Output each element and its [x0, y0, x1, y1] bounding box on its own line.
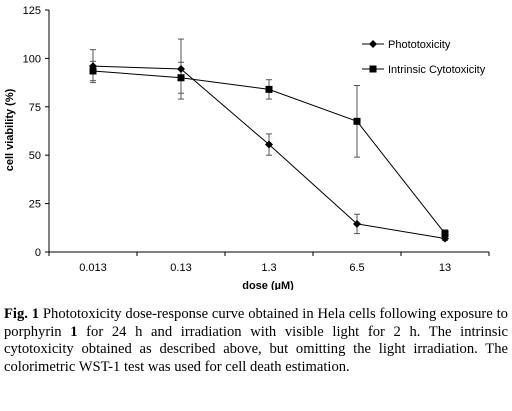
legend-label-phototoxicity: Phototoxicity — [388, 39, 451, 51]
legend: Phototoxicity Intrinsic Cytotoxicity — [362, 39, 486, 76]
legend-marker-intrinsic-cytotoxicity — [369, 65, 377, 73]
caption-label: Fig. 1 — [4, 306, 40, 322]
caption-compound: 1 — [70, 323, 78, 340]
caption-text-after: for 24 h and irradiation with visible li… — [4, 323, 508, 375]
intrinsic-cytotoxicity-point — [353, 117, 361, 125]
x-tick-label: 0.13 — [170, 262, 191, 274]
y-tick-label: 25 — [29, 199, 41, 211]
y-tick-label: 125 — [23, 5, 41, 17]
y-tick-label: 100 — [23, 53, 41, 65]
x-axis-label: dose (µM) — [242, 280, 294, 290]
legend-marker-phototoxicity — [369, 40, 377, 48]
x-axis-ticks: 0.013 0.13 1.3 6.5 13 — [48, 252, 490, 274]
y-tick-label: 75 — [29, 102, 41, 114]
y-axis-label: cell viability (%) — [4, 88, 16, 171]
x-tick-label: 0.013 — [79, 262, 107, 274]
y-tick-label: 50 — [29, 150, 41, 162]
legend-label-intrinsic-cytotoxicity: Intrinsic Cytotoxicity — [388, 64, 486, 76]
x-tick-label: 6.5 — [349, 262, 364, 274]
chart: 0 25 50 75 100 125 0.013 0.13 1.3 6.5 13 cell via… — [4, 5, 490, 290]
figure-caption: Fig. 1 Phototoxicity dose-response curve… — [4, 306, 508, 376]
x-tick-label: 13 — [439, 262, 451, 274]
intrinsic-cytotoxicity-point — [441, 230, 449, 238]
intrinsic-cytotoxicity-point — [265, 85, 273, 93]
caption-text-before: Phototoxicity dose-response curve obtain… — [4, 306, 508, 340]
series-markers — [89, 62, 449, 243]
y-axis-ticks: 0 25 50 75 100 125 — [23, 5, 49, 259]
phototoxicity-point — [353, 219, 361, 228]
phototoxicity-point — [265, 140, 273, 149]
intrinsic-cytotoxicity-point — [89, 67, 97, 75]
x-tick-label: 1.3 — [261, 262, 276, 274]
y-tick-label: 0 — [35, 247, 41, 259]
phototoxicity-point — [177, 65, 185, 74]
intrinsic-cytotoxicity-point — [177, 74, 185, 82]
axes — [48, 10, 489, 253]
